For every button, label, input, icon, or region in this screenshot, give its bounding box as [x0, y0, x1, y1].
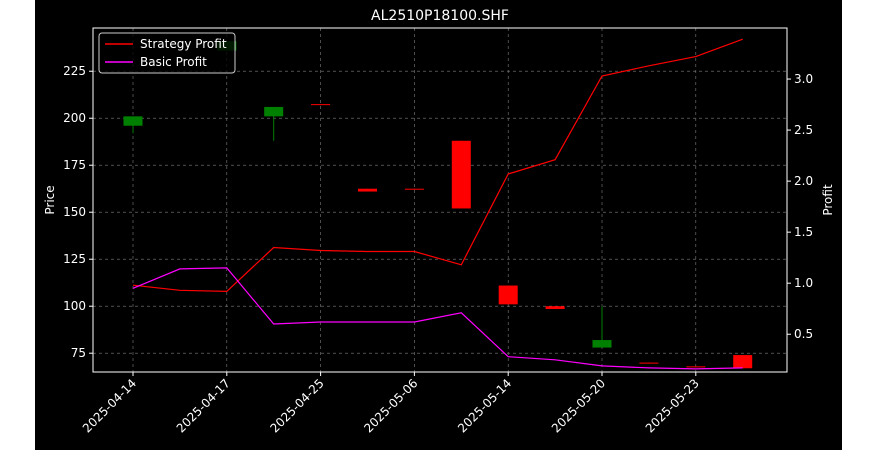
y-tick-label-left: 125 — [63, 252, 86, 266]
candle-body — [545, 306, 565, 310]
y-tick-label-left: 200 — [63, 111, 86, 125]
legend-box — [98, 32, 236, 74]
strategy-profit-line — [132, 38, 743, 293]
plot-frame — [92, 27, 788, 373]
x-tick-label: 2025-04-17 — [174, 376, 233, 435]
candle-layer — [123, 24, 753, 369]
chart-figure: 75 100 125 150 175 200 225 0.5 1.0 1.5 2.0 2.5 3.0 20… — [35, 0, 842, 450]
x-tick-label: 2025-05-20 — [549, 376, 608, 435]
candle-body — [451, 140, 471, 209]
x-tick-label: 2025-05-06 — [361, 376, 420, 435]
basic-profit-line — [132, 267, 743, 370]
candle-body — [686, 366, 706, 368]
x-tick-label: 2025-04-14 — [80, 376, 139, 435]
candle-body — [639, 362, 659, 364]
y-tick-label-left: 225 — [63, 64, 86, 78]
line-layer — [132, 38, 743, 370]
y-axis-label-right: Profit — [821, 184, 835, 216]
candle-body — [358, 188, 377, 192]
candle-body — [264, 106, 284, 117]
candle-body — [311, 104, 331, 106]
y-axis-label-left: Price — [43, 185, 57, 214]
chart-svg: 75 100 125 150 175 200 225 0.5 1.0 1.5 2.0 2.5 3.0 20… — [43, 8, 835, 435]
y-tick-label-right: 2.0 — [794, 174, 813, 188]
y-tick-label-right: 1.0 — [794, 276, 813, 290]
candle-body — [170, 24, 189, 25]
candle-body — [123, 116, 143, 126]
legend-label-basic: Basic Profit — [140, 55, 207, 69]
x-tick-label: 2025-05-14 — [455, 376, 514, 435]
candle-body — [733, 355, 753, 369]
y-tick-label-right: 1.5 — [794, 225, 813, 239]
x-tick-label: 2025-04-25 — [268, 376, 327, 435]
y-tick-label-left: 75 — [71, 346, 86, 360]
y-tick-label-right: 2.5 — [794, 123, 813, 137]
y-tick-label-right: 3.0 — [794, 72, 813, 86]
legend-label-strategy: Strategy Profit — [140, 37, 227, 51]
chart-title: AL2510P18100.SHF — [371, 8, 509, 24]
candle-body — [404, 188, 424, 190]
x-tick-label: 2025-05-23 — [643, 376, 702, 435]
y-tick-label-right: 0.5 — [794, 327, 813, 341]
grid-layer — [93, 28, 787, 372]
y-tick-label-left: 175 — [63, 158, 86, 172]
legend: Strategy Profit Basic Profit — [98, 32, 236, 74]
candle-body — [592, 340, 612, 348]
y-tick-label-left: 100 — [63, 299, 86, 313]
y-tick-label-left: 150 — [63, 205, 86, 219]
candle-body — [498, 285, 518, 305]
axis-layer: 75 100 125 150 175 200 225 0.5 1.0 1.5 2.0 2.5 3.0 20… — [63, 64, 813, 435]
